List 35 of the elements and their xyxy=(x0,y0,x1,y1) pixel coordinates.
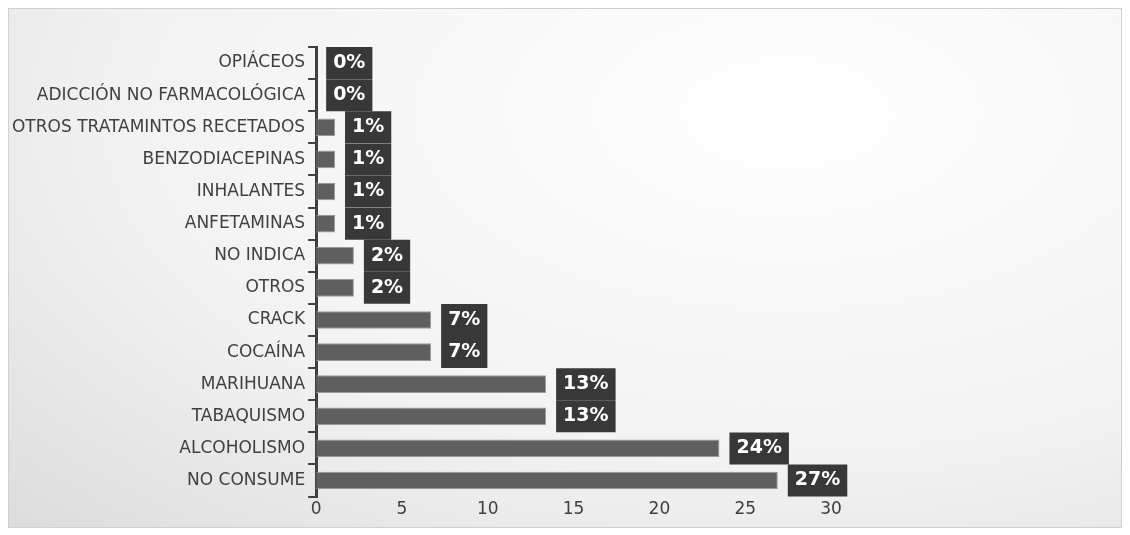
y-tick-label: ANFETAMINAS xyxy=(184,212,306,233)
y-tick-label: NO INDICA xyxy=(214,244,306,265)
y-tick-label: BENZODIACEPINAS xyxy=(142,147,306,168)
data-label: 2% xyxy=(370,242,404,265)
y-tick-label: CRACK xyxy=(247,308,306,329)
y-tick-label: INHALANTES xyxy=(196,179,306,200)
data-label: 1% xyxy=(352,210,385,233)
x-tick-label: 10 xyxy=(476,498,499,519)
y-tick-label: COCAÍNA xyxy=(227,339,306,361)
data-label: 0% xyxy=(333,82,366,105)
y-tick-label: MARIHUANA xyxy=(200,372,306,393)
data-label: 27% xyxy=(794,467,841,490)
y-tick-label: TABAQUISMO xyxy=(190,404,306,425)
data-label: 1% xyxy=(352,178,385,201)
data-label: 24% xyxy=(736,435,782,458)
y-tick-label: NO CONSUME xyxy=(187,468,306,489)
x-tick-label: 0 xyxy=(310,498,322,519)
y-tick-label: OTROS xyxy=(245,276,306,297)
data-label: 2% xyxy=(370,274,404,297)
x-tick-label: 30 xyxy=(820,498,842,519)
y-tick-label: ADICCIÓN NO FARMACOLÓGICA xyxy=(36,82,306,104)
y-tick-label: OTROS TRATAMINTOS RECETADOS xyxy=(11,115,306,136)
data-label: 13% xyxy=(563,371,609,394)
x-tick-label: 25 xyxy=(734,498,757,519)
x-tick-label: 15 xyxy=(562,498,585,519)
data-label: 0% xyxy=(333,49,366,72)
data-label: 13% xyxy=(563,403,609,426)
x-tick-label: 5 xyxy=(396,498,408,519)
data-label: 7% xyxy=(448,306,481,329)
data-label: 1% xyxy=(352,114,385,137)
y-tick-label: ALCOHOLISMO xyxy=(179,436,306,457)
data-label: 1% xyxy=(352,146,385,169)
x-tick-label: 20 xyxy=(648,498,671,519)
data-label: 7% xyxy=(448,339,481,362)
y-tick-label: OPIÁCEOS xyxy=(218,50,306,72)
